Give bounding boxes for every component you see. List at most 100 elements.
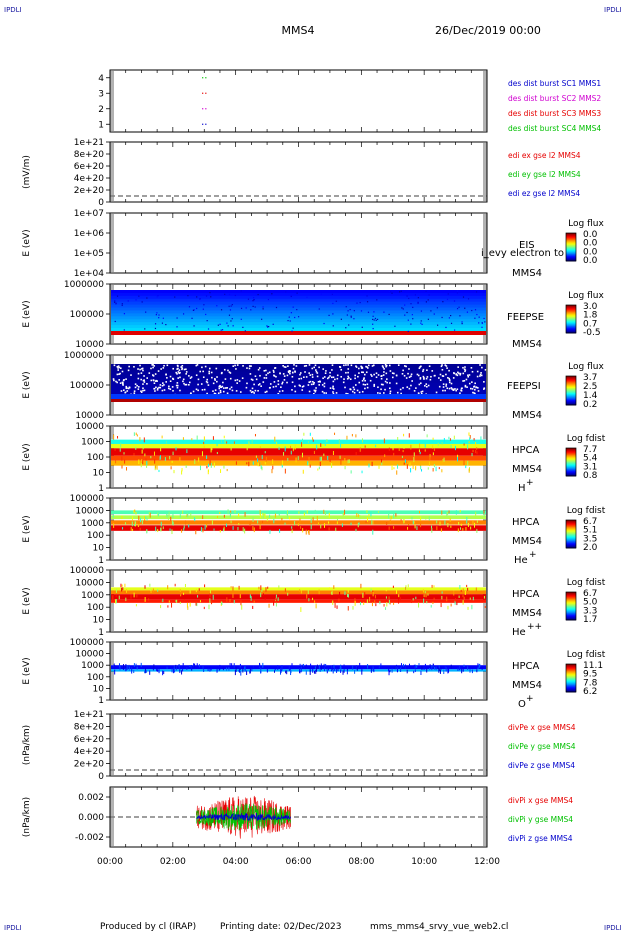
feepsi-pixel [417,374,420,377]
feepsi-pixel [289,372,291,375]
hpca_o-pixel [274,670,276,673]
feepse-pixel [161,322,164,324]
feepsi-pixel [176,373,178,375]
feepse-band [111,313,486,317]
hpca_he-pixel [155,526,157,532]
feepse-ytick-label: 10000 [75,340,104,350]
hpca_hepp-colorbar-cell [566,609,576,612]
divpe-ytick-label: 8e+20 [74,722,105,732]
feepsi-pixel [214,379,216,381]
hpca_o-pixel [340,670,342,673]
hpca_he-pixel [206,524,208,527]
feepse-pixel [394,325,396,327]
hpca_he-pixel [342,512,344,516]
feepse-pixel [217,324,219,326]
hpca_hepp-sc-label: MMS4 [512,608,542,619]
feepsi-pixel [445,373,447,376]
feepse-pixel [461,321,463,323]
feepsi-pixel [454,388,456,390]
time-tick-label: 00:00 [97,857,123,867]
hpca_h-pixel [308,456,310,460]
feepse-pixel [383,311,385,313]
hpca_hepp-pixel [184,583,186,588]
feepsi-pixel [385,364,388,367]
feepsi-pixel [116,365,119,368]
feepse-pixel [372,318,374,321]
edi-ytick-label: 0 [98,198,104,208]
hpca_hepp-colorbar-cell [566,616,576,619]
hpca_he-pixel [388,513,390,519]
hpca_o-ytick-label: 1000 [81,661,104,671]
hpca_h-pixel [160,446,162,452]
hpca_hepp-pixel [366,596,368,600]
feepsi-pixel [358,391,361,394]
hpca_o-colorbar-cell [566,669,576,672]
hpca_he-pixel [202,515,204,520]
feepsi-band [111,394,486,399]
feepse-pixel [221,329,224,331]
hpca_hepp-pixel [312,597,314,601]
hpca_h-pixel [264,462,266,465]
feepse-pixel [220,309,223,311]
feepsi-pixel [470,387,472,390]
hpca_h-instrument-label: HPCA [512,445,540,456]
hpca_o-pixel [238,669,240,673]
feepsi-pixel [430,375,432,378]
hpca_h-pixel [248,440,250,444]
feepsi-pixel [249,373,252,375]
feepsi-pixel [163,364,165,367]
hpca_h-pixel [198,461,200,465]
feepsi-pixel [125,387,128,390]
feepsi-pixel [177,371,180,373]
hpca_o-pixel [113,664,115,668]
hpca_h-pixel [216,442,218,447]
hpca_he-pixel [441,510,443,515]
hpca_h-colorbar-tick: 7.7 [583,445,597,455]
feepse-pixel [376,299,378,301]
hpca_he-pixel [149,512,151,518]
hpca_h-pixel [448,436,450,440]
feepsi-pixel [471,388,474,390]
hpca_h-pixel [181,470,183,475]
feepsi-pixel [316,375,319,378]
feepse-pixel [216,305,218,307]
feepse-ylabel: E (eV) [22,300,32,327]
hpca_he-pixel [274,513,276,518]
feepsi-pixel [274,367,277,369]
hpca_o-pixel [136,666,138,670]
hpca_he-pixel [420,516,422,521]
feepsi-pixel [178,372,181,375]
hpca_o-pixel [432,664,434,668]
feepsi-pixel [385,365,387,368]
feepsi-pixel [248,367,251,370]
hpca_h-pixel [126,467,128,471]
hpca_hepp-colorbar-cell [566,607,576,609]
hpca_hepp-pixel [347,606,349,611]
feepse-pixel [350,316,352,318]
hpca_h-colorbar-title: Log fdist [567,434,606,444]
feepse-pixel [121,304,123,306]
feepsi-pixel [142,387,144,390]
feepsi-pixel [182,378,185,381]
hpca_he-pixel [211,519,213,525]
feepsi-pixel [188,381,191,384]
hpca_h-pixel [463,460,465,465]
feepse-pixel [219,323,221,325]
hpca_o-colorbar-cell [566,683,576,686]
feepse-pixel [406,311,408,314]
hpca_o-pixel [316,667,318,672]
eis-colorbar-cell [566,243,576,246]
feepsi-pixel [462,380,464,382]
hpca_o-pixel [207,668,209,672]
hpca_he-pixel [294,520,296,526]
feepse-pixel [425,290,427,292]
hpca_hepp-colorbar-tick: 1.7 [583,615,597,625]
feepsi-pixel [283,375,286,377]
feepsi-pixel [475,386,477,389]
hpca_he-pixel [146,518,148,521]
hpca_o-pixel [189,664,191,668]
feepse-pixel [359,301,361,304]
burst-ytick-label: 4 [98,74,104,84]
feepse-colorbar-frame [565,304,577,334]
feepsi-pixel [152,364,154,366]
